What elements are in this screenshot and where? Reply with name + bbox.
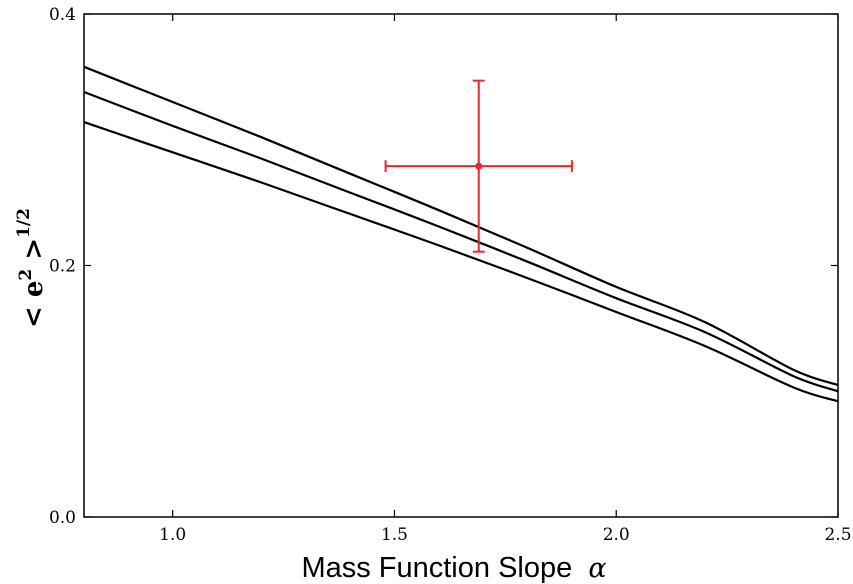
y-tick-label: 0.0 xyxy=(49,508,76,528)
y-axis-label-close: > xyxy=(19,238,49,269)
x-tick-label: 1.5 xyxy=(381,525,408,545)
data-point-marker xyxy=(475,162,483,170)
curve-line-3 xyxy=(83,121,839,403)
y-axis-ticks: 0.0 0.2 0.4 xyxy=(49,5,838,528)
plot-frame xyxy=(83,13,839,518)
x-axis-label-text: Mass Function Slope xyxy=(301,552,572,584)
x-axis-ticks: 1.0 1.5 2.0 2.5 xyxy=(159,14,852,545)
x-tick-label: 2.0 xyxy=(603,525,630,545)
x-axis-label: Mass Function Slope α xyxy=(301,552,606,584)
y-axis-label-inner-sup: 2 xyxy=(16,269,36,281)
x-axis-label-symbol: α xyxy=(588,553,606,584)
y-axis-label: < e2 >1/2 xyxy=(14,208,49,328)
x-tick-label: 2.5 xyxy=(824,525,851,545)
errorbar-group xyxy=(384,79,573,253)
curve-line-1 xyxy=(83,65,839,387)
y-axis-label-group: < e2 >1/2 xyxy=(14,208,49,328)
curve-line-2 xyxy=(83,90,839,393)
y-axis-label-base: < e xyxy=(19,281,49,328)
x-tick-label: 1.0 xyxy=(159,525,186,545)
y-axis-label-outer-sup: 1/2 xyxy=(14,208,34,238)
curves-group xyxy=(83,65,839,403)
y-tick-label: 0.2 xyxy=(49,257,76,277)
y-tick-label: 0.4 xyxy=(49,5,76,25)
